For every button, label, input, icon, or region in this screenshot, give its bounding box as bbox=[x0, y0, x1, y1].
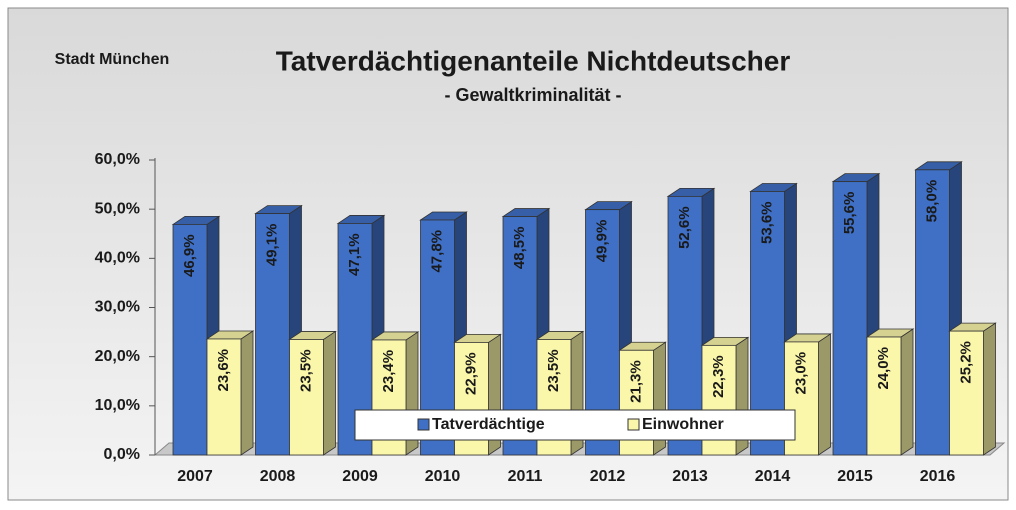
y-tick-label: 20,0% bbox=[95, 348, 140, 365]
bar bbox=[254, 204, 303, 456]
bar-front bbox=[255, 213, 290, 456]
data-label: 47,8% bbox=[428, 230, 445, 273]
bar-side bbox=[240, 330, 254, 456]
bar-side bbox=[983, 322, 996, 456]
x-tick-label: 2013 bbox=[672, 468, 708, 485]
data-label: 49,9% bbox=[593, 220, 610, 263]
x-tick-label: 2015 bbox=[837, 468, 873, 485]
data-label: 25,2% bbox=[957, 341, 974, 384]
bar bbox=[205, 330, 255, 456]
x-tick-label: 2016 bbox=[920, 468, 956, 485]
bar-front bbox=[915, 169, 950, 456]
y-tick-label: 30,0% bbox=[95, 299, 140, 316]
bar-front bbox=[172, 224, 208, 456]
data-label: 49,1% bbox=[263, 224, 280, 267]
data-label: 52,6% bbox=[676, 206, 693, 249]
x-tick-label: 2010 bbox=[425, 468, 461, 485]
y-tick-label: 0,0% bbox=[104, 446, 140, 463]
bar-front bbox=[866, 336, 902, 456]
bar-front bbox=[206, 338, 242, 456]
data-label: 22,3% bbox=[710, 355, 727, 398]
bar-front bbox=[949, 330, 984, 456]
bar bbox=[783, 333, 832, 456]
data-label: 21,3% bbox=[627, 360, 644, 403]
x-tick-label: 2007 bbox=[177, 468, 213, 485]
x-tick-label: 2012 bbox=[590, 468, 626, 485]
data-label: 22,9% bbox=[462, 352, 479, 395]
y-tick-label: 10,0% bbox=[95, 397, 140, 414]
data-label: 23,5% bbox=[545, 349, 562, 392]
y-tick-label: 50,0% bbox=[95, 200, 140, 217]
x-tick-label: 2014 bbox=[755, 468, 791, 485]
x-tick-label: 2011 bbox=[508, 468, 543, 485]
data-label: 58,0% bbox=[923, 180, 940, 223]
data-label: 55,6% bbox=[841, 192, 858, 235]
bar-side bbox=[818, 333, 831, 456]
bar-front bbox=[784, 341, 819, 456]
bar-front bbox=[289, 339, 324, 456]
data-label: 46,9% bbox=[181, 234, 198, 277]
data-label: 48,5% bbox=[511, 227, 528, 270]
data-label: 23,0% bbox=[792, 352, 809, 395]
bar-front bbox=[832, 181, 868, 456]
legend-label: Einwohner bbox=[642, 416, 724, 433]
data-label: 24,0% bbox=[875, 347, 892, 390]
chart-subtitle: - Gewaltkriminalität - bbox=[444, 85, 621, 105]
x-tick-label: 2009 bbox=[342, 468, 378, 485]
y-tick-label: 60,0% bbox=[95, 151, 140, 168]
data-label: 23,5% bbox=[297, 349, 314, 392]
legend-swatch bbox=[627, 418, 640, 431]
legend-swatch bbox=[417, 418, 430, 431]
bar-side bbox=[323, 330, 336, 456]
bar-side bbox=[900, 328, 914, 456]
x-tick-label: 2008 bbox=[260, 468, 296, 485]
y-tick-label: 40,0% bbox=[95, 250, 140, 267]
data-label: 23,6% bbox=[215, 349, 232, 392]
annotation: Stadt München bbox=[55, 51, 170, 68]
bar bbox=[288, 330, 337, 456]
data-label: 53,6% bbox=[758, 201, 775, 244]
legend: Tatverdächtige Einwohner bbox=[354, 409, 796, 441]
bar bbox=[948, 322, 997, 456]
legend-label: Tatverdächtige bbox=[432, 416, 545, 433]
data-label: 23,4% bbox=[380, 350, 397, 393]
bar bbox=[865, 328, 915, 456]
data-label: 47,1% bbox=[346, 233, 363, 276]
chart-title: Tatverdächtigenanteile Nichtdeutscher bbox=[276, 45, 791, 76]
